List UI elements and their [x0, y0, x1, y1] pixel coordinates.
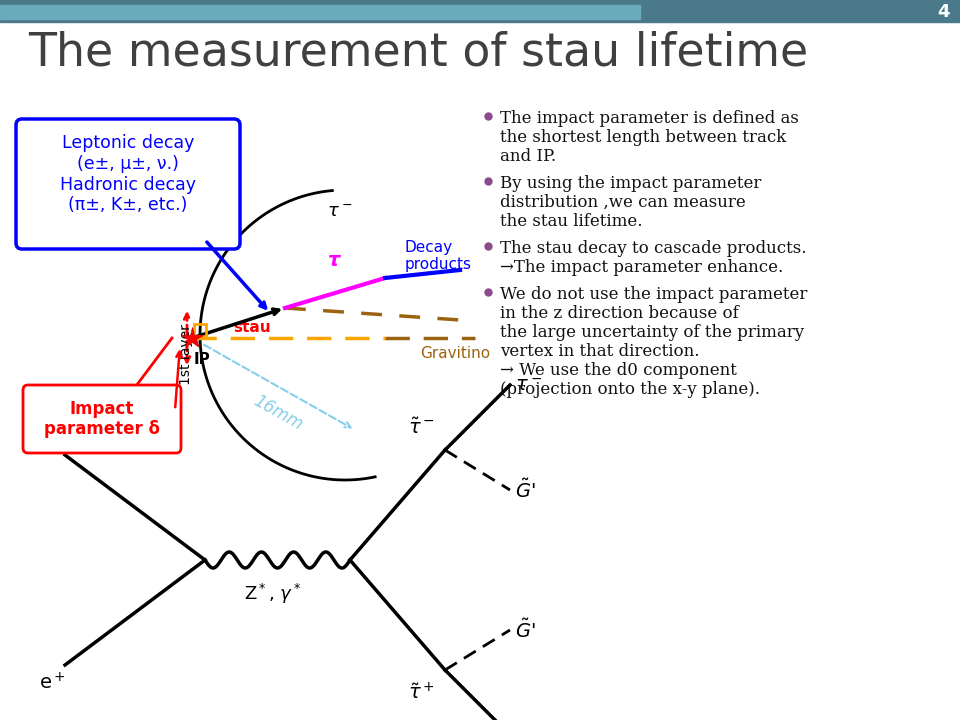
Text: Impact
parameter δ: Impact parameter δ	[44, 400, 160, 438]
Text: in the z direction because of: in the z direction because of	[500, 305, 739, 322]
Text: vertex in that direction.: vertex in that direction.	[500, 343, 700, 360]
Text: $\tilde{G}$': $\tilde{G}$'	[515, 478, 536, 502]
Text: The stau decay to cascade products.: The stau decay to cascade products.	[500, 240, 806, 257]
Text: Leptonic decay
(e±, μ±, ν.)
Hadronic decay
(π±, K±, etc.): Leptonic decay (e±, μ±, ν.) Hadronic dec…	[60, 134, 196, 215]
Text: τ: τ	[328, 251, 341, 270]
Text: We do not use the impact parameter: We do not use the impact parameter	[500, 286, 807, 303]
Text: $\tau^-$: $\tau^-$	[515, 376, 542, 395]
Text: the large uncertainty of the primary: the large uncertainty of the primary	[500, 324, 804, 341]
Text: The measurement of stau lifetime: The measurement of stau lifetime	[28, 30, 808, 75]
Text: e$^-$: e$^-$	[38, 429, 65, 448]
Text: distribution ,we can measure: distribution ,we can measure	[500, 194, 746, 211]
Text: and IP.: and IP.	[500, 148, 556, 165]
Text: Gravitino: Gravitino	[420, 346, 491, 361]
Text: $\tilde{\tau}^+$: $\tilde{\tau}^+$	[408, 682, 435, 703]
FancyBboxPatch shape	[16, 119, 240, 249]
FancyBboxPatch shape	[23, 385, 181, 453]
Text: 4: 4	[938, 3, 950, 21]
Text: By using the impact parameter: By using the impact parameter	[500, 175, 761, 192]
Bar	[0, 5, 640, 19]
Text: → We use the d0 component: → We use the d0 component	[500, 362, 737, 379]
Text: →The impact parameter enhance.: →The impact parameter enhance.	[500, 259, 783, 276]
Text: $\tilde{\tau}^-$: $\tilde{\tau}^-$	[408, 418, 435, 438]
Text: IP: IP	[194, 352, 211, 367]
Text: $\tau^-$: $\tau^-$	[326, 203, 352, 221]
Text: 1st layer: 1st layer	[180, 324, 193, 385]
Text: $\tilde{G}$': $\tilde{G}$'	[515, 618, 536, 642]
Text: the stau lifetime.: the stau lifetime.	[500, 213, 642, 230]
Text: stau: stau	[233, 320, 271, 335]
Bar	[0, 0, 960, 22]
Text: 16mm: 16mm	[251, 392, 306, 434]
Text: the shortest length between track: the shortest length between track	[500, 129, 786, 146]
Text: Decay
products: Decay products	[405, 240, 472, 272]
Text: Z$^*$, $\gamma^*$: Z$^*$, $\gamma^*$	[244, 582, 301, 606]
Bar	[194, 324, 206, 336]
Text: (projection onto the x-y plane).: (projection onto the x-y plane).	[500, 381, 760, 398]
Text: The impact parameter is defined as: The impact parameter is defined as	[500, 110, 799, 127]
Text: e$^+$: e$^+$	[38, 672, 65, 693]
